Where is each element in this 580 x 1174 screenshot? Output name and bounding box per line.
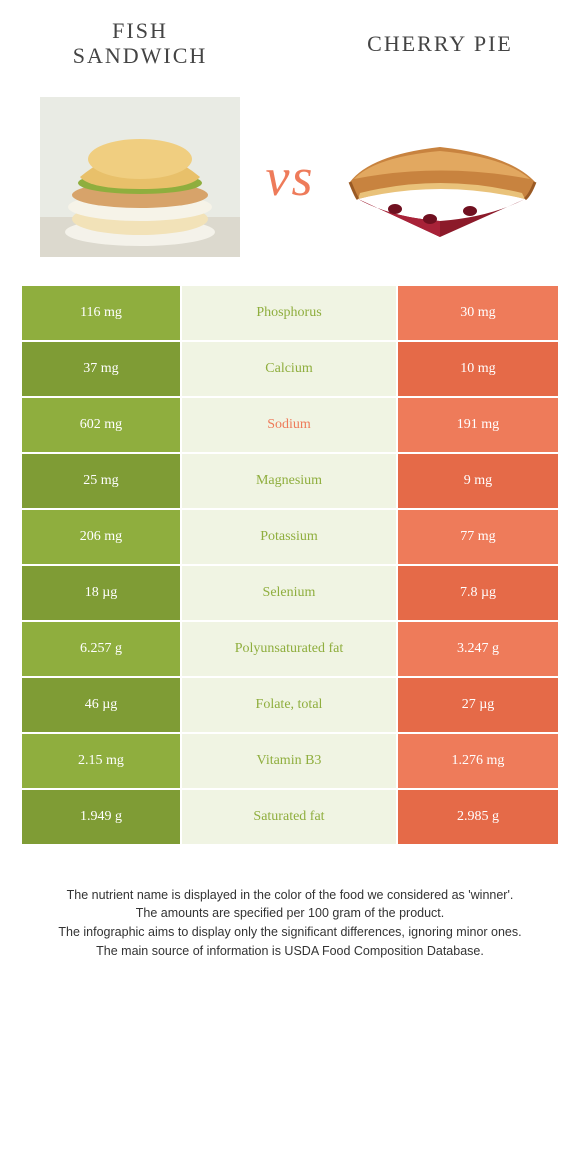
left-value: 1.949 g [22,790,182,846]
right-value: 27 µg [398,678,558,734]
footer-line: The infographic aims to display only the… [30,923,550,942]
left-value: 25 mg [22,454,182,510]
nutrient-name: Vitamin B3 [182,734,398,790]
right-food-image [340,97,540,257]
left-food-title: Fish Sandwich [50,18,230,69]
header-row: Fish Sandwich Cherry Pie [0,0,580,77]
left-food-image [40,97,240,257]
right-value: 2.985 g [398,790,558,846]
nutrient-name: Sodium [182,398,398,454]
footer-line: The main source of information is USDA F… [30,942,550,961]
images-row: vs [0,77,580,285]
nutrient-name: Potassium [182,510,398,566]
table-row: 2.15 mgVitamin B31.276 mg [22,734,558,790]
nutrient-name: Folate, total [182,678,398,734]
right-value: 7.8 µg [398,566,558,622]
nutrient-name: Saturated fat [182,790,398,846]
table-row: 6.257 gPolyunsaturated fat3.247 g [22,622,558,678]
nutrient-name: Calcium [182,342,398,398]
left-value: 37 mg [22,342,182,398]
left-value: 6.257 g [22,622,182,678]
right-value: 77 mg [398,510,558,566]
comparison-table: 116 mgPhosphorus30 mg37 mgCalcium10 mg60… [22,285,558,846]
table-row: 46 µgFolate, total27 µg [22,678,558,734]
table-row: 602 mgSodium191 mg [22,398,558,454]
table-row: 25 mgMagnesium9 mg [22,454,558,510]
right-value: 30 mg [398,286,558,342]
table-row: 18 µgSelenium7.8 µg [22,566,558,622]
left-value: 116 mg [22,286,182,342]
nutrient-name: Phosphorus [182,286,398,342]
footer-line: The nutrient name is displayed in the co… [30,886,550,905]
footer-line: The amounts are specified per 100 gram o… [30,904,550,923]
nutrient-name: Polyunsaturated fat [182,622,398,678]
left-value: 602 mg [22,398,182,454]
right-value: 1.276 mg [398,734,558,790]
nutrient-name: Magnesium [182,454,398,510]
footer-notes: The nutrient name is displayed in the co… [0,846,580,961]
right-value: 3.247 g [398,622,558,678]
right-value: 191 mg [398,398,558,454]
right-value: 9 mg [398,454,558,510]
left-value: 46 µg [22,678,182,734]
right-value: 10 mg [398,342,558,398]
vs-label: vs [266,146,315,208]
table-row: 1.949 gSaturated fat2.985 g [22,790,558,846]
table-row: 37 mgCalcium10 mg [22,342,558,398]
table-row: 116 mgPhosphorus30 mg [22,286,558,342]
table-row: 206 mgPotassium77 mg [22,510,558,566]
nutrient-name: Selenium [182,566,398,622]
left-value: 206 mg [22,510,182,566]
right-food-title: Cherry Pie [350,31,530,56]
left-value: 18 µg [22,566,182,622]
left-value: 2.15 mg [22,734,182,790]
